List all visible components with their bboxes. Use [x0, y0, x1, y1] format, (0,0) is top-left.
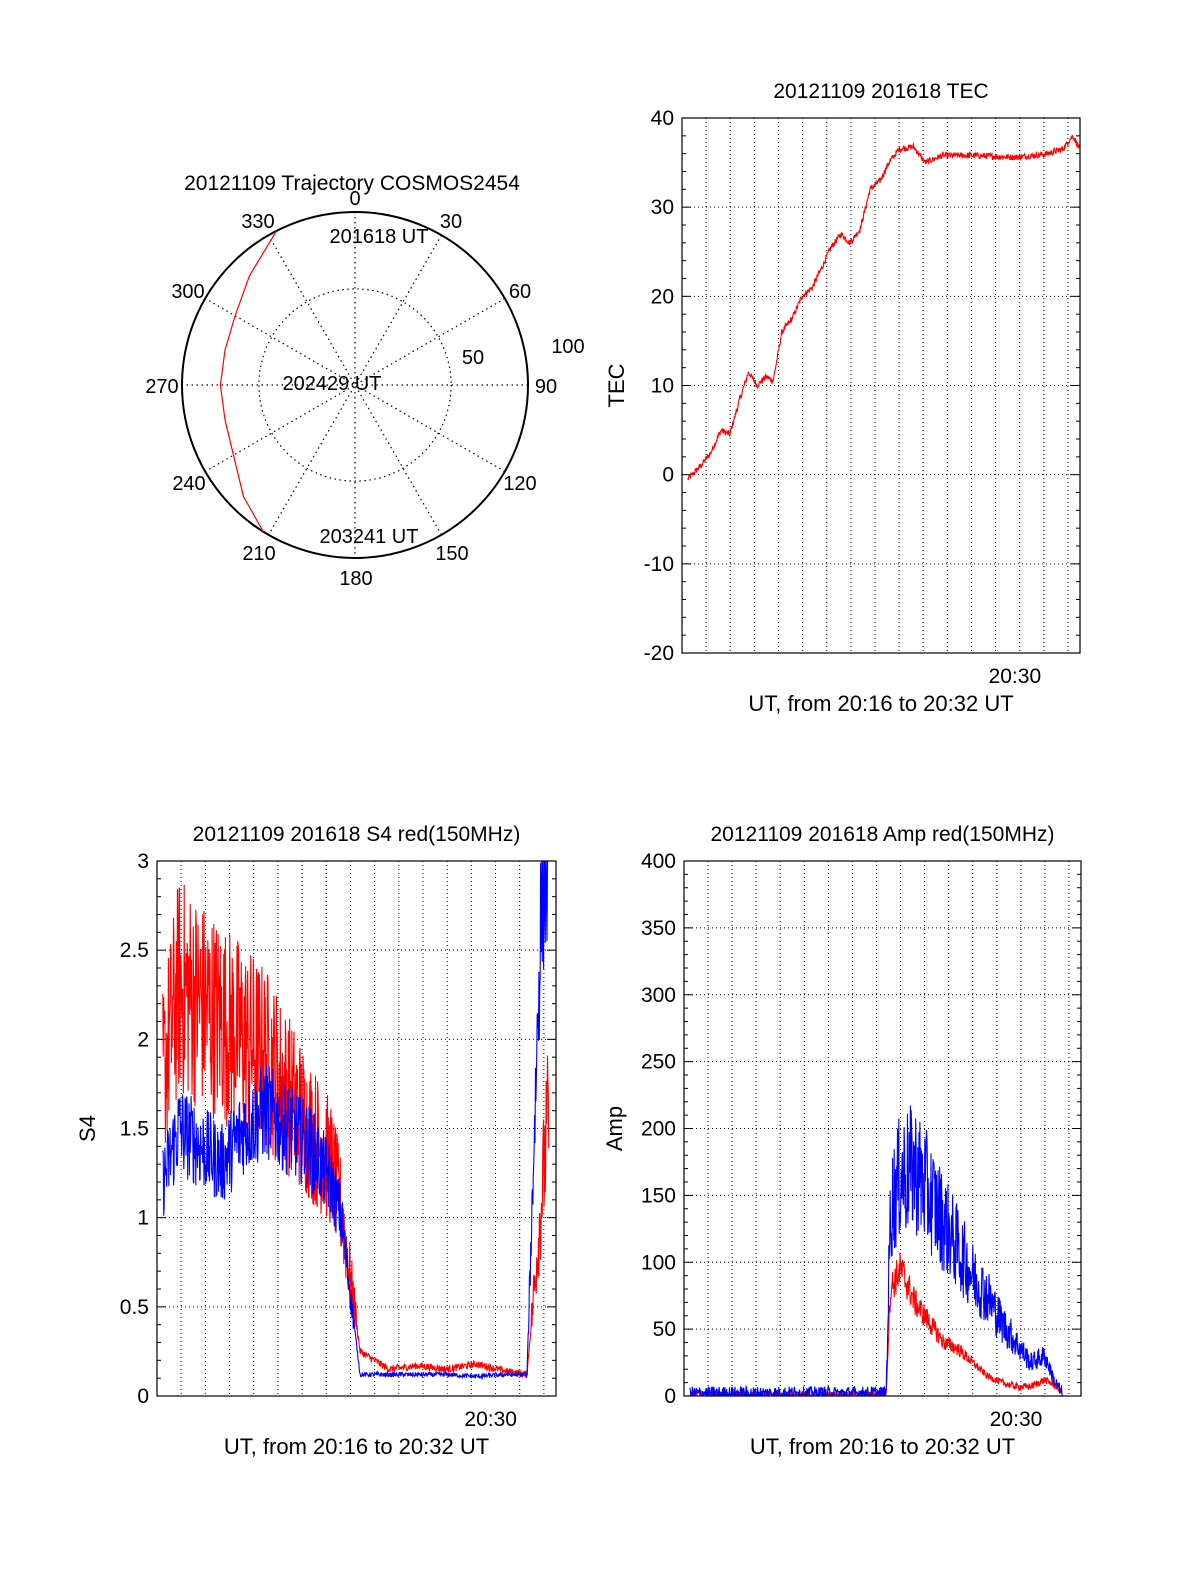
polar-azimuth-label-240: 240: [172, 473, 205, 495]
tec-ytick-label: 20: [651, 285, 674, 308]
polar-azimuth-label-330: 330: [241, 211, 274, 233]
amp-ytick-label: 350: [641, 917, 676, 940]
s4-series-red: [162, 884, 550, 1379]
tec-xtick-label: 20:30: [989, 665, 1042, 688]
s4-ytick-label: 1.5: [120, 1118, 149, 1141]
polar-azimuth-label-270: 270: [145, 376, 178, 398]
s4-title: 20121109 201618 S4 red(150MHz): [193, 823, 521, 846]
s4-frame: [156, 860, 557, 1397]
polar-azimuth-label-60: 60: [509, 281, 531, 303]
tec-ytick-label: 10: [651, 375, 674, 398]
tec-ytick-label: 40: [651, 107, 674, 130]
amp-xlabel: UT, from 20:16 to 20:32 UT: [750, 1434, 1015, 1459]
polar-azimuth-label-120: 120: [503, 473, 536, 495]
polar-azimuth-label-30: 30: [440, 211, 462, 233]
tec-ylabel: TEC: [604, 363, 629, 407]
amp-xtick-label: 20:30: [990, 1408, 1043, 1431]
amp-frame: [683, 860, 1082, 1397]
polar-azimuth-label-150: 150: [435, 543, 468, 565]
amp-ytick-label: 200: [641, 1118, 676, 1141]
tec-frame: [681, 117, 1081, 654]
s4-ytick-label: 3: [137, 850, 149, 873]
polar-azimuth-label-300: 300: [171, 281, 204, 303]
polar-azimuth-label-180: 180: [339, 568, 372, 590]
polar-title: 20121109 Trajectory COSMOS2454: [184, 172, 520, 195]
polar-azimuth-label-90: 90: [535, 376, 557, 398]
s4-xtick-label: 20:30: [464, 1408, 517, 1431]
s4-ylabel: S4: [75, 1115, 100, 1142]
tec-ytick-label: 30: [651, 196, 674, 219]
s4-ytick-label: 2.5: [120, 939, 149, 962]
amp-ytick-label: 400: [641, 850, 676, 873]
amp-ytick-label: 0: [664, 1385, 676, 1408]
amp-ytick-label: 250: [641, 1051, 676, 1074]
s4-ytick-label: 1: [137, 1207, 149, 1230]
amp-title: 20121109 201618 Amp red(150MHz): [710, 823, 1054, 846]
tec-series-red: [687, 134, 1080, 481]
tec-ytick-label: -20: [644, 642, 674, 665]
tec-title: 20121109 201618 TEC: [773, 80, 988, 103]
amp-ylabel: Amp: [602, 1106, 627, 1151]
s4-ytick-label: 0.5: [120, 1296, 149, 1319]
amp-ytick-label: 100: [641, 1251, 676, 1274]
polar-radial-label-50: 50: [462, 347, 484, 369]
tec-xlabel: UT, from 20:16 to 20:32 UT: [748, 691, 1013, 716]
polar-trajectory: [219, 230, 278, 532]
polar-annotation: 202429 UT: [283, 373, 382, 395]
s4-series-blue: [162, 861, 549, 1381]
polar-annotation: 203241 UT: [320, 526, 419, 548]
tec-ytick-label: 0: [662, 464, 674, 487]
polar-annotation: 201618 UT: [330, 226, 429, 248]
s4-xlabel: UT, from 20:16 to 20:32 UT: [224, 1434, 489, 1459]
s4-ytick-label: 2: [137, 1028, 149, 1051]
polar-radial-label-100: 100: [551, 336, 584, 358]
amp-ytick-label: 50: [653, 1318, 676, 1341]
amp-series-red: [689, 1252, 1063, 1396]
polar-grid-circle: [258, 288, 452, 482]
amp-ytick-label: 300: [641, 984, 676, 1007]
tec-ytick-label: -10: [644, 553, 674, 576]
polar-azimuth-label-210: 210: [242, 543, 275, 565]
polar-azimuth-label-0: 0: [349, 188, 360, 210]
amp-ytick-label: 150: [641, 1184, 676, 1207]
s4-ytick-label: 0: [137, 1385, 149, 1408]
